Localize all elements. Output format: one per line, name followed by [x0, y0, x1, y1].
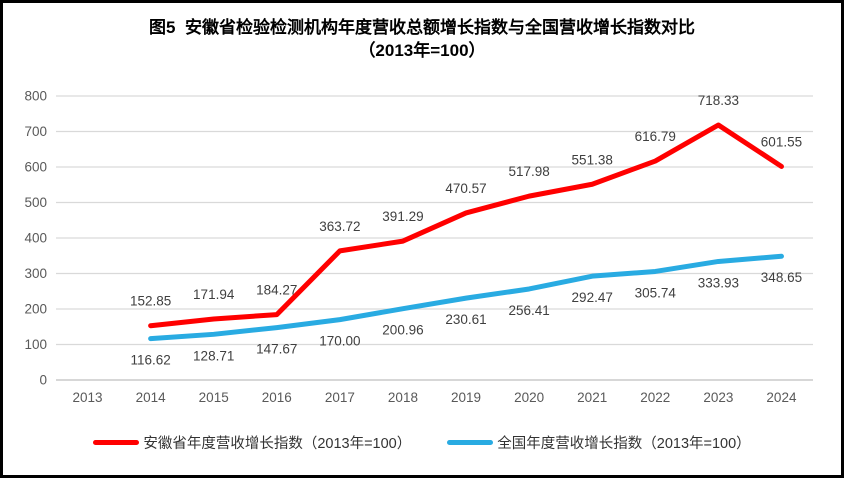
chart-legend: 安徽省年度营收增长指数（2013年=100） 全国年度营收增长指数（2013年=… [3, 432, 841, 453]
y-axis-tick-label: 400 [24, 231, 47, 246]
data-label-anhui: 551.38 [572, 152, 613, 167]
data-label-anhui: 152.85 [130, 294, 171, 309]
data-label-national: 200.96 [382, 323, 423, 338]
y-axis-tick-label: 700 [24, 124, 47, 139]
chart-title-line2: （2013年=100） [358, 41, 486, 60]
data-label-national: 348.65 [761, 270, 802, 285]
y-axis-tick-label: 800 [24, 89, 47, 104]
data-label-national: 292.47 [572, 290, 613, 305]
x-axis-tick-label: 2022 [640, 390, 670, 405]
x-axis-tick-label: 2014 [136, 390, 167, 405]
legend-item-national: 全国年度营收增长指数（2013年=100） [447, 432, 751, 453]
y-axis-tick-label: 300 [24, 266, 47, 281]
x-axis-tick-label: 2019 [451, 390, 481, 405]
data-label-anhui: 616.79 [635, 129, 676, 144]
data-label-anhui: 601.55 [761, 134, 802, 149]
y-axis-tick-label: 0 [39, 373, 47, 388]
chart-title-line1: 图5 安徽省检验检测机构年度营收总额增长指数与全国营收增长指数对比 [149, 18, 695, 37]
data-label-national: 128.71 [193, 348, 234, 363]
x-axis-tick-label: 2023 [703, 390, 733, 405]
legend-item-anhui: 安徽省年度营收增长指数（2013年=100） [93, 432, 411, 453]
series-line-anhui [148, 122, 784, 329]
data-label-anhui: 184.27 [256, 283, 297, 298]
series-line-national [148, 253, 784, 342]
x-axis-tick-label: 2013 [73, 390, 103, 405]
y-axis-tick-label: 600 [24, 160, 47, 175]
data-label-national: 170.00 [319, 334, 360, 349]
chart-title: 图5 安徽省检验检测机构年度营收总额增长指数与全国营收增长指数对比 （2013年… [3, 16, 841, 62]
data-label-anhui: 171.94 [193, 287, 235, 302]
y-axis-tick-label: 500 [24, 195, 47, 210]
data-label-national: 305.74 [635, 285, 677, 300]
legend-label-national: 全国年度营收增长指数（2013年=100） [497, 436, 751, 452]
data-label-national: 116.62 [130, 353, 170, 368]
line-chart-canvas: 0 100 200 300 400 500 600 700 800 2013 2014 2015 201… [24, 89, 813, 405]
y-axis-tick-label: 200 [24, 302, 47, 317]
x-axis-tick-label: 2016 [262, 390, 292, 405]
x-axis-tick-label: 2024 [766, 390, 797, 405]
data-label-national: 333.93 [698, 275, 739, 290]
data-label-national: 230.61 [445, 312, 486, 327]
data-label-anhui: 718.33 [698, 93, 739, 108]
data-label-anhui: 470.57 [445, 181, 486, 196]
data-label-national: 256.41 [508, 303, 549, 318]
data-label-anhui: 517.98 [508, 164, 549, 179]
x-axis-tick-label: 2015 [199, 390, 229, 405]
x-axis-tick-label: 2018 [388, 390, 418, 405]
x-axis-tick-label: 2021 [577, 390, 607, 405]
legend-swatch-anhui [93, 440, 140, 445]
legend-label-anhui: 安徽省年度营收增长指数（2013年=100） [143, 436, 412, 452]
x-axis-tick-label: 2020 [514, 390, 544, 405]
y-axis-tick-label: 100 [24, 337, 47, 352]
data-label-anhui: 391.29 [382, 209, 423, 224]
data-label-anhui: 363.72 [319, 219, 360, 234]
data-label-national: 147.67 [256, 342, 297, 357]
legend-swatch-national [447, 440, 494, 445]
x-axis-tick-label: 2017 [325, 390, 355, 405]
